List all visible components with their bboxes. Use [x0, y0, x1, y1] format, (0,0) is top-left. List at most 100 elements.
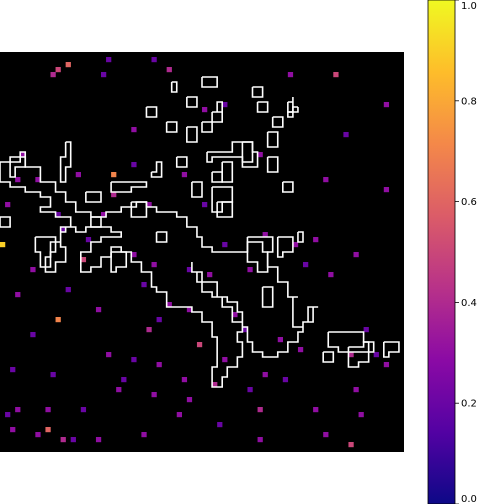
heatmap-cell — [156, 362, 162, 368]
heatmap-cell — [80, 257, 87, 263]
heatmap-cell — [287, 72, 294, 78]
heatmap-cell — [15, 177, 21, 183]
heatmap-cell — [232, 312, 238, 318]
heatmap-cell — [217, 422, 223, 428]
heatmap-cell — [282, 377, 289, 383]
heatmap-cell — [106, 352, 112, 358]
heatmap-cell — [303, 262, 309, 268]
heatmap-cell — [353, 387, 359, 393]
heatmap-cell — [257, 407, 263, 413]
heatmap-cell — [15, 407, 21, 413]
contour-line — [281, 181, 294, 193]
contour-line — [110, 251, 128, 273]
contour-line — [206, 141, 259, 168]
heatmap-background — [0, 52, 404, 452]
heatmap-cell — [85, 237, 92, 243]
heatmap-cell — [55, 67, 61, 73]
contour-line — [110, 181, 148, 193]
contour-line — [266, 131, 279, 148]
contour-line — [191, 181, 203, 198]
contour-line — [9, 151, 27, 178]
heatmap-cell — [60, 437, 66, 443]
heatmap-cell — [373, 352, 379, 358]
heatmap-cell — [257, 152, 263, 158]
heatmap-cell — [101, 212, 107, 218]
heatmap-cell — [166, 302, 172, 308]
heatmap-cell — [0, 242, 6, 248]
heatmap-cell — [65, 62, 71, 68]
heatmap-cell — [212, 382, 218, 388]
heatmap-cell — [186, 307, 193, 313]
contour-line — [201, 76, 218, 88]
heatmap-cell — [50, 72, 56, 78]
colorbar-ticks: 0.0 0.2 0.4 0.6 0.8 1.0 — [455, 0, 477, 504]
heatmap-cell — [45, 427, 51, 433]
contour-line — [59, 141, 72, 183]
heatmap-cell — [297, 347, 304, 353]
heatmap-cell — [15, 292, 21, 298]
heatmap-cell — [95, 437, 102, 443]
contour-line — [322, 351, 335, 363]
contour-line — [211, 101, 223, 123]
heatmap-cell — [50, 372, 56, 378]
heatmap-cell — [181, 377, 188, 383]
colorbar-tick-label: 0.6 — [461, 197, 477, 208]
heatmap-cell — [313, 407, 319, 413]
contour-line — [261, 286, 274, 308]
heatmap-cell — [186, 397, 193, 403]
heatmap-cell — [116, 387, 122, 393]
contour-line — [150, 161, 163, 178]
heatmap-cell — [353, 252, 359, 258]
heatmap-cell — [5, 412, 11, 418]
contour-line — [246, 236, 274, 273]
heatmap-cell — [202, 202, 208, 208]
contour-line — [34, 236, 57, 268]
heatmap-cell — [257, 437, 263, 443]
contour-line — [90, 216, 102, 228]
contour-line — [211, 171, 223, 183]
heatmap-cell — [313, 237, 319, 243]
contour-line — [251, 86, 264, 98]
heatmap-cell — [247, 267, 253, 273]
contour-line — [170, 81, 178, 93]
contour-line — [186, 126, 198, 143]
contour-line — [287, 106, 299, 118]
colorbar-tick-label: 0.2 — [461, 399, 477, 410]
contour-line — [186, 96, 198, 108]
contour-line — [0, 216, 11, 228]
heatmap-cell — [222, 102, 228, 108]
contour-line — [382, 341, 400, 358]
contour-line — [271, 116, 284, 128]
heatmap-cell — [277, 337, 283, 343]
contour-line — [256, 101, 269, 113]
heatmap-cell — [30, 332, 36, 338]
contour-line — [266, 156, 279, 173]
contour-line — [327, 331, 375, 353]
contour-line — [347, 341, 370, 368]
heatmap-cell — [146, 202, 152, 208]
colorbar-tick-label: 0.8 — [461, 96, 477, 107]
heatmap-cell — [363, 327, 369, 333]
heatmap-cell — [202, 107, 208, 113]
heatmap-cell — [10, 427, 16, 433]
heatmap-cell — [131, 357, 137, 363]
contour-lines — [0, 76, 400, 388]
colorbar-bar — [427, 0, 456, 504]
contour-line — [201, 121, 213, 133]
heatmap-cell — [292, 242, 299, 248]
contour-line — [155, 231, 168, 243]
heatmap-cell — [222, 357, 228, 363]
heatmap-cell — [343, 132, 349, 138]
heatmap-cell — [101, 72, 107, 78]
heatmap-cell — [383, 102, 390, 108]
heatmap-cell — [262, 372, 268, 378]
heatmap-cell — [181, 172, 188, 178]
heatmap-cell — [222, 242, 228, 248]
heatmap-cell — [383, 362, 390, 368]
heatmap-cell — [131, 162, 137, 168]
heatmap-cell — [151, 57, 157, 63]
heatmap-cell — [60, 227, 66, 233]
heatmap-cell — [141, 282, 147, 288]
heatmap-cell — [75, 172, 81, 178]
contour-line — [85, 191, 102, 203]
